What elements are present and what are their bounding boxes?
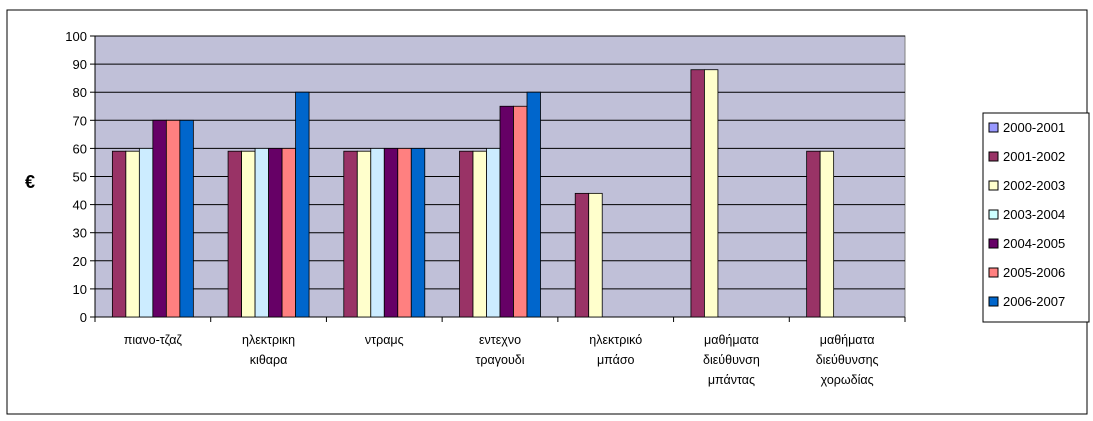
bar (179, 119, 194, 318)
y-tick-label: 70 (73, 113, 87, 128)
legend-label: 2005-2006 (1003, 265, 1065, 280)
bar (526, 91, 541, 318)
bar (459, 150, 474, 318)
legend-swatch (988, 151, 999, 162)
y-tick-label: 90 (73, 57, 87, 72)
bar (268, 147, 283, 318)
bar (499, 105, 514, 318)
y-tick-label: 10 (73, 282, 87, 297)
bar (819, 150, 835, 318)
x-tick-label: διεύθυνση (703, 353, 760, 367)
legend-label: 2003-2004 (1003, 207, 1065, 222)
bar (111, 150, 127, 318)
legend-label: 2006-2007 (1003, 294, 1065, 309)
legend-label: 2004-2005 (1003, 236, 1065, 251)
bar (295, 91, 310, 318)
legend-swatch (988, 238, 999, 249)
x-tick-label: ντραμς (365, 333, 404, 347)
y-axis-label: € (25, 172, 35, 192)
legend (982, 112, 1090, 323)
legend-label: 2001-2002 (1003, 149, 1065, 164)
bar (125, 150, 140, 318)
x-tick-label: μαθήματα (704, 333, 759, 347)
x-tick-label: πιανο-τζαζ (124, 333, 183, 347)
bar (370, 147, 385, 318)
legend-swatch (988, 209, 999, 220)
bar (690, 69, 705, 318)
bar (704, 69, 719, 318)
bar (472, 150, 487, 318)
x-tick-label: ηλεκτρικό (589, 333, 642, 347)
legend-swatch (988, 296, 999, 307)
bar (410, 147, 426, 318)
y-tick-label: 20 (73, 254, 87, 269)
x-tick-label: ηλεκτρικη (242, 333, 295, 347)
x-tick-label: τραγουδι (475, 353, 524, 367)
bar (152, 119, 167, 318)
legend-swatch (988, 122, 999, 133)
legend-label: 2002-2003 (1003, 178, 1065, 193)
bar (343, 150, 358, 318)
bar (574, 192, 590, 318)
bar (806, 150, 821, 318)
bar (227, 150, 242, 318)
bar (356, 150, 372, 318)
legend-label: 2000-2001 (1003, 120, 1065, 135)
x-tick-label: χορωδίας (821, 373, 874, 387)
x-tick-label: διεύθυνσης (816, 353, 879, 367)
bar (486, 147, 501, 318)
bar (138, 147, 154, 318)
legend-swatch (988, 267, 999, 278)
y-tick-label: 100 (65, 29, 87, 44)
x-tick-label: μπάσο (597, 353, 635, 367)
x-tick-label: μπάντας (708, 373, 755, 387)
bar (281, 147, 296, 318)
bar (397, 147, 412, 318)
x-tick-label: εντεχνο (479, 333, 521, 347)
bar (165, 119, 181, 318)
y-tick-label: 60 (73, 141, 87, 156)
y-tick-label: 40 (73, 198, 87, 213)
bar (254, 147, 269, 318)
x-tick-label: κιθαρα (250, 353, 288, 367)
bar (383, 147, 399, 318)
bar (241, 150, 256, 318)
y-tick-label: 80 (73, 85, 87, 100)
y-tick-label: 30 (73, 226, 87, 241)
x-tick-label: μαθήματα (820, 333, 875, 347)
y-tick-label: 0 (80, 310, 87, 325)
y-tick-label: 50 (73, 170, 87, 185)
bar (513, 105, 528, 318)
legend-swatch (988, 180, 999, 191)
bar (588, 192, 603, 318)
